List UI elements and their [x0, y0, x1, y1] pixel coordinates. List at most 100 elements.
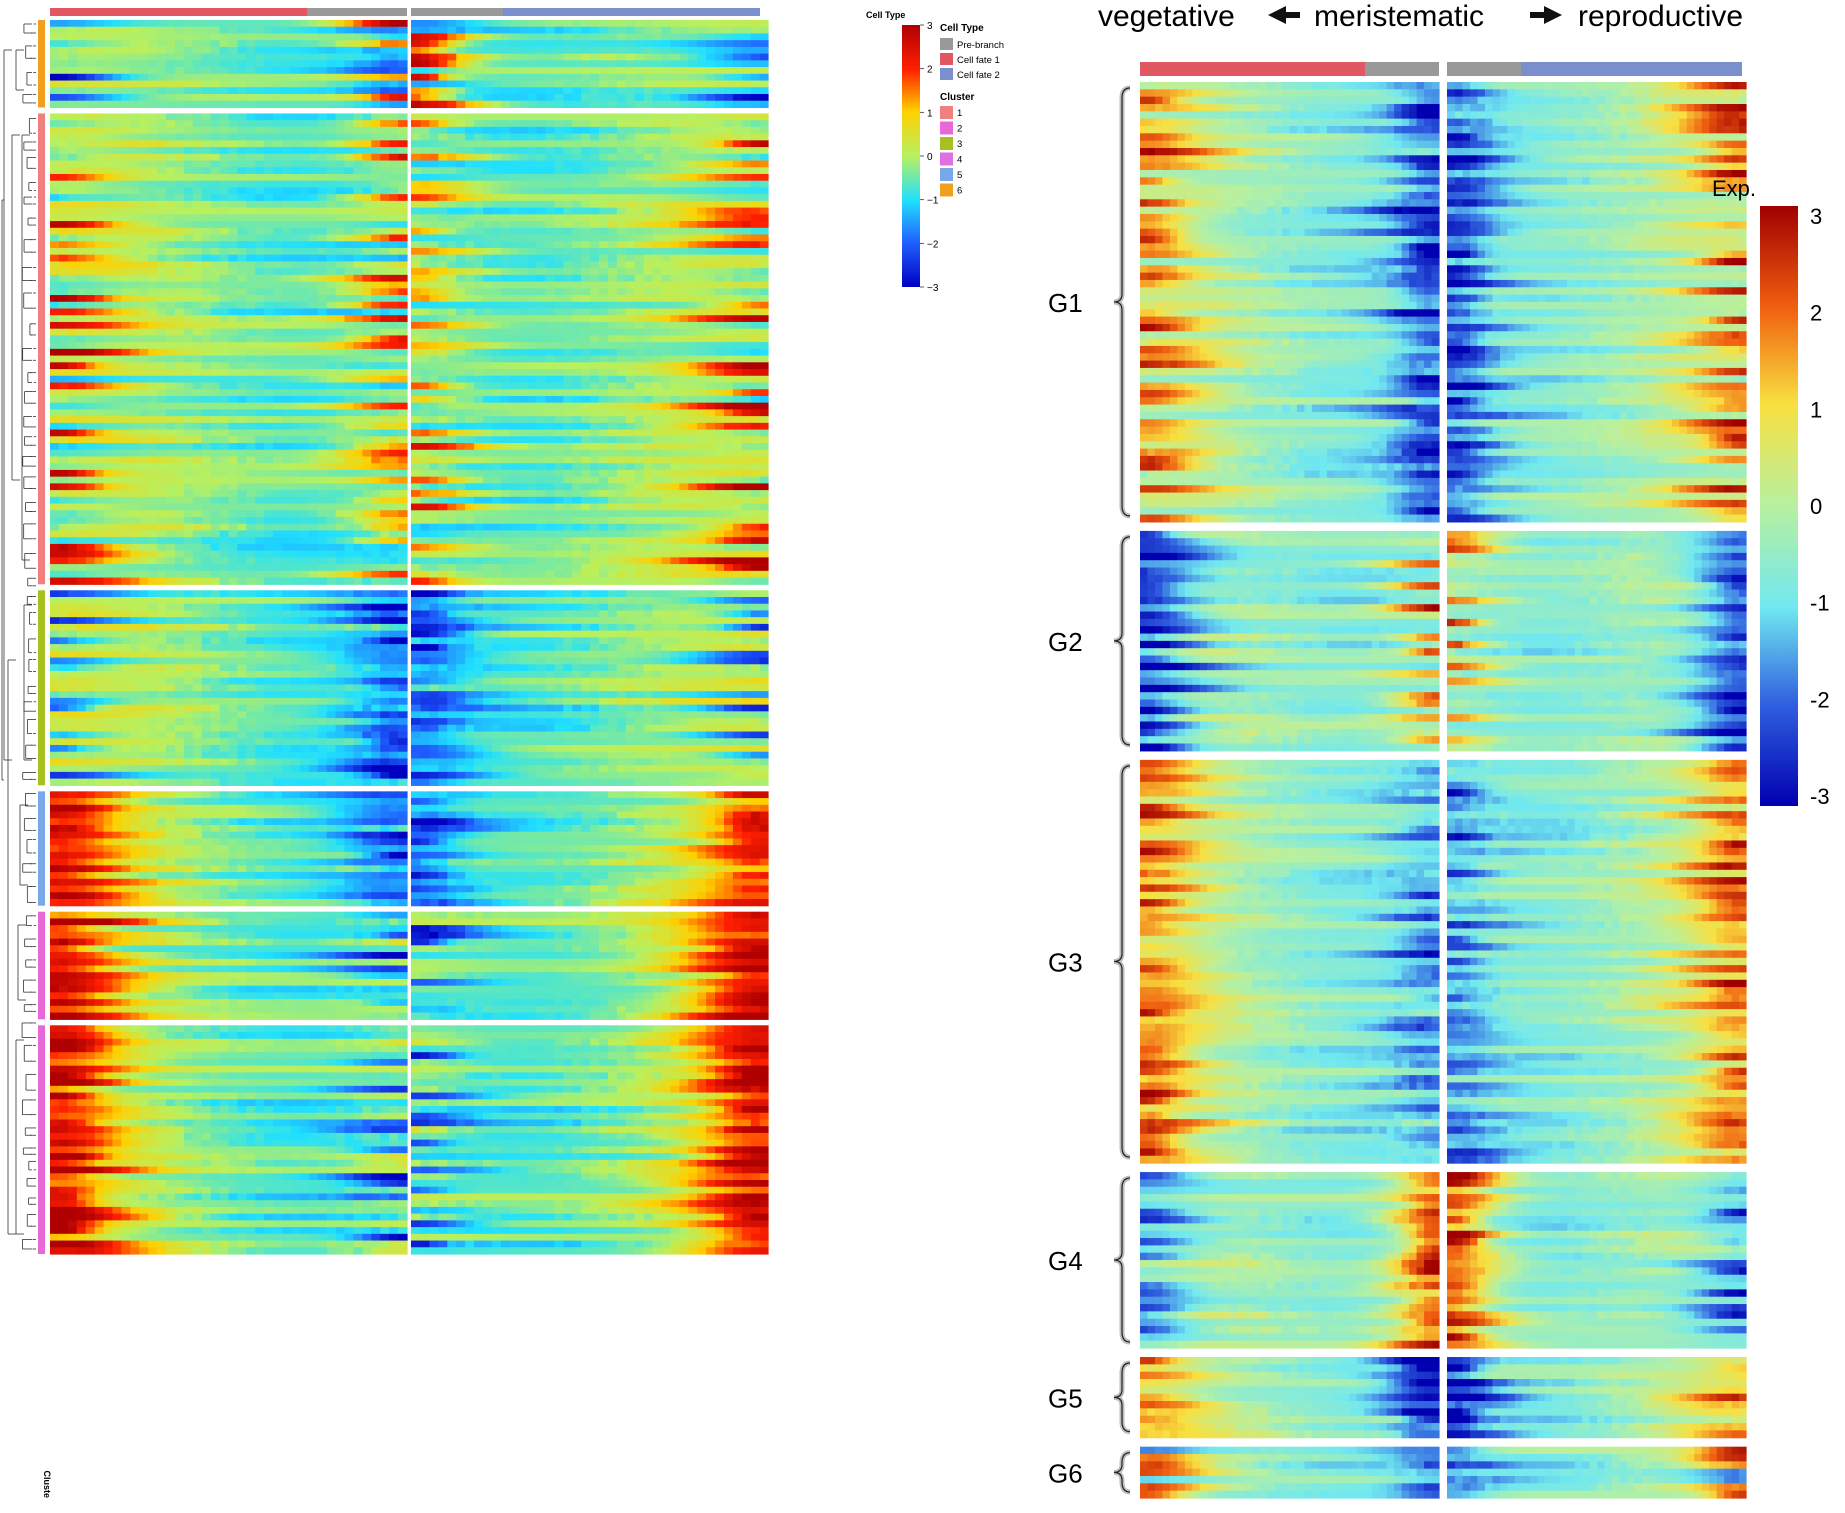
- heatmap-cell: [336, 20, 346, 27]
- heatmap-cell: [389, 47, 399, 54]
- heatmap-cell: [732, 74, 742, 81]
- heatmap-cell: [371, 54, 381, 61]
- heatmap-cell: [345, 47, 355, 54]
- heatmap-cell: [616, 74, 626, 81]
- heatmap-cell: [95, 33, 105, 40]
- heatmap-cell: [130, 40, 140, 47]
- heatmap-cell: [345, 20, 355, 27]
- heatmap-cell: [652, 33, 662, 40]
- heatmap-cell: [202, 87, 212, 94]
- heatmap-cell: [741, 67, 751, 74]
- heatmap-cell: [616, 67, 626, 74]
- heatmap-cell: [166, 54, 176, 61]
- heatmap-cell: [345, 87, 355, 94]
- heatmap-cell: [353, 20, 363, 27]
- heatmap-cell: [300, 54, 310, 61]
- heatmap-cell: [688, 87, 698, 94]
- heatmap-cell: [723, 20, 733, 27]
- heatmap-cell: [371, 47, 381, 54]
- heatmap-cell: [420, 40, 430, 47]
- heatmap-cell: [598, 20, 608, 27]
- heatmap-cell: [509, 94, 519, 101]
- heatmap-cell: [371, 87, 381, 94]
- heatmap-cell: [634, 87, 644, 94]
- heatmap-cell: [706, 94, 716, 101]
- heatmap-cell: [598, 87, 608, 94]
- heatmap-cell: [438, 81, 448, 88]
- heatmap-cell: [545, 27, 555, 34]
- heatmap-cell: [300, 27, 310, 34]
- heatmap-cell: [616, 94, 626, 101]
- heatmap-cell: [175, 87, 185, 94]
- heatmap-cell: [318, 27, 328, 34]
- heatmap-cell: [121, 74, 131, 81]
- heatmap-cell: [121, 47, 131, 54]
- heatmap-cell: [371, 60, 381, 67]
- heatmap-cell: [104, 67, 114, 74]
- heatmap-cell: [590, 60, 600, 67]
- heatmap-cell: [509, 33, 519, 40]
- heatmap-cell: [59, 81, 69, 88]
- heatmap-cell: [438, 27, 448, 34]
- heatmap-cell: [193, 67, 203, 74]
- heatmap-cell: [282, 87, 292, 94]
- heatmap-cell: [77, 20, 87, 27]
- heatmap-cell: [300, 60, 310, 67]
- heatmap-cell: [634, 20, 644, 27]
- heatmap-cell: [318, 87, 328, 94]
- heatmap-cell: [679, 81, 689, 88]
- col-bar-fate2: [503, 8, 760, 16]
- heatmap-cell: [229, 33, 239, 40]
- heatmap-cell: [581, 54, 591, 61]
- heatmap-cell: [625, 20, 635, 27]
- heatmap-cell: [500, 60, 510, 67]
- heatmap-cell: [68, 94, 78, 101]
- heatmap-cell: [345, 81, 355, 88]
- heatmap-cell: [518, 40, 528, 47]
- heatmap-cell: [157, 40, 167, 47]
- heatmap-cell: [300, 74, 310, 81]
- heatmap-cell: [447, 74, 457, 81]
- heatmap-cell: [246, 40, 256, 47]
- heatmap-cell: [345, 27, 355, 34]
- heatmap-cell: [688, 60, 698, 67]
- heatmap-cell: [491, 54, 501, 61]
- heatmap-cell: [59, 47, 69, 54]
- heatmap-cell: [750, 54, 760, 61]
- heatmap-cell: [202, 47, 212, 54]
- heatmap-cell: [732, 47, 742, 54]
- heatmap-cell: [246, 33, 256, 40]
- heatmap-cell: [465, 20, 475, 27]
- left-heatmap-panel: Cluste Cell Type 3210−1−2−3 Cell Type Pr…: [2, 8, 1004, 1498]
- heatmap-cell: [175, 67, 185, 74]
- heatmap-cell: [50, 87, 60, 94]
- heatmap-cell: [327, 54, 337, 61]
- heatmap-cell: [661, 94, 671, 101]
- heatmap-cell: [697, 20, 707, 27]
- heatmap-cell: [211, 67, 221, 74]
- heatmap-cell: [429, 54, 439, 61]
- heatmap-cell: [68, 40, 78, 47]
- heatmap-cell: [456, 60, 466, 67]
- heatmap-cell: [211, 33, 221, 40]
- heatmap-cell: [318, 60, 328, 67]
- heatmap-cell: [166, 33, 176, 40]
- heatmap-cell: [616, 54, 626, 61]
- heatmap-cell: [68, 81, 78, 88]
- heatmap-cell: [465, 87, 475, 94]
- heatmap-cell: [282, 81, 292, 88]
- heatmap-cell: [237, 27, 247, 34]
- heatmap-cell: [193, 87, 203, 94]
- heatmap-cell: [362, 33, 372, 40]
- heatmap-cell: [104, 74, 114, 81]
- heatmap-cell: [473, 94, 483, 101]
- heatmap-cell: [500, 40, 510, 47]
- heatmap-cell: [661, 40, 671, 47]
- heatmap-cell: [211, 81, 221, 88]
- heatmap-cell: [536, 94, 546, 101]
- heatmap-cell: [398, 20, 408, 27]
- heatmap-cell: [714, 33, 724, 40]
- heatmap-cell: [68, 20, 78, 27]
- heatmap-cell: [518, 47, 528, 54]
- heatmap-cell: [220, 87, 230, 94]
